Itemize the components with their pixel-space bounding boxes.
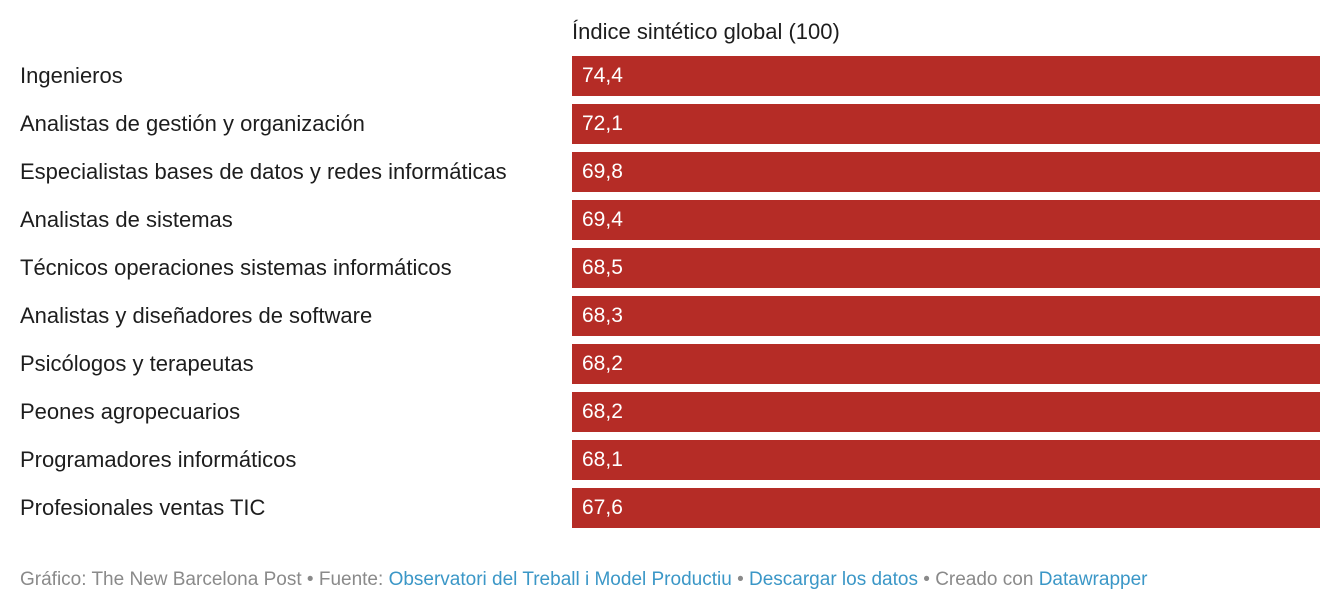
chart-row: Peones agropecuarios 68,2 xyxy=(0,392,1320,432)
column-header: Índice sintético global (100) xyxy=(572,19,840,44)
source-label: Fuente: xyxy=(318,569,384,590)
chart-row: Analistas y diseñadores de software 68,3 xyxy=(0,296,1320,336)
chart-row: Analistas de gestión y organización 72,1 xyxy=(0,104,1320,144)
chart-row: Técnicos operaciones sistemas informátic… xyxy=(0,248,1320,288)
bar xyxy=(572,104,1320,144)
chart-row: Analistas de sistemas 69,4 xyxy=(0,200,1320,240)
bar-value-label: 68,1 xyxy=(582,448,623,471)
category-label: Peones agropecuarios xyxy=(20,399,241,424)
bar-value-label: 68,2 xyxy=(582,352,623,375)
category-label: Técnicos operaciones sistemas informátic… xyxy=(20,255,452,280)
bar-value-label: 67,6 xyxy=(582,496,623,519)
chart-row: Profesionales ventas TIC 67,6 xyxy=(0,488,1320,528)
category-label: Analistas de sistemas xyxy=(20,207,233,232)
bar-value-label: 74,4 xyxy=(582,64,623,87)
category-label: Especialistas bases de datos y redes inf… xyxy=(20,159,507,184)
bar xyxy=(572,248,1320,288)
bar xyxy=(572,152,1320,192)
bar xyxy=(572,488,1320,528)
separator: • xyxy=(737,569,744,590)
bar xyxy=(572,392,1320,432)
source-link[interactable]: Observatori del Treball i Model Producti… xyxy=(388,569,732,590)
category-label: Psicólogos y terapeutas xyxy=(20,351,254,376)
bar-table-chart: Índice sintético global (100) Ingenieros… xyxy=(0,19,1320,528)
chart-row: Ingenieros 74,4 xyxy=(0,56,1320,96)
separator: • xyxy=(306,569,314,590)
credit-text: Gráfico: The New Barcelona Post xyxy=(20,569,302,590)
download-data-link[interactable]: Descargar los datos xyxy=(749,569,918,590)
category-label: Profesionales ventas TIC xyxy=(20,495,266,520)
separator: • xyxy=(923,569,930,590)
bar-value-label: 69,8 xyxy=(582,160,623,183)
bar-value-label: 68,3 xyxy=(582,304,623,327)
bar-value-label: 68,2 xyxy=(582,400,623,423)
created-with-label: Creado con xyxy=(935,569,1034,590)
chart-row: Programadores informáticos 68,1 xyxy=(0,440,1320,480)
bar-value-label: 68,5 xyxy=(582,256,623,279)
datawrapper-link[interactable]: Datawrapper xyxy=(1038,569,1148,590)
chart-row: Especialistas bases de datos y redes inf… xyxy=(0,152,1320,192)
bar xyxy=(572,200,1320,240)
chart-row: Psicólogos y terapeutas 68,2 xyxy=(0,344,1320,384)
bar-value-label: 72,1 xyxy=(582,112,623,135)
bar xyxy=(572,440,1320,480)
category-label: Analistas de gestión y organización xyxy=(20,111,365,136)
category-label: Programadores informáticos xyxy=(20,447,297,472)
bar xyxy=(572,344,1320,384)
bar xyxy=(572,296,1320,336)
category-label: Ingenieros xyxy=(20,63,123,88)
category-label: Analistas y diseñadores de software xyxy=(20,303,373,328)
chart-footer: Gráfico: The New Barcelona Post • Fuente… xyxy=(20,566,1147,594)
bar xyxy=(572,56,1320,96)
bar-value-label: 69,4 xyxy=(582,208,623,231)
